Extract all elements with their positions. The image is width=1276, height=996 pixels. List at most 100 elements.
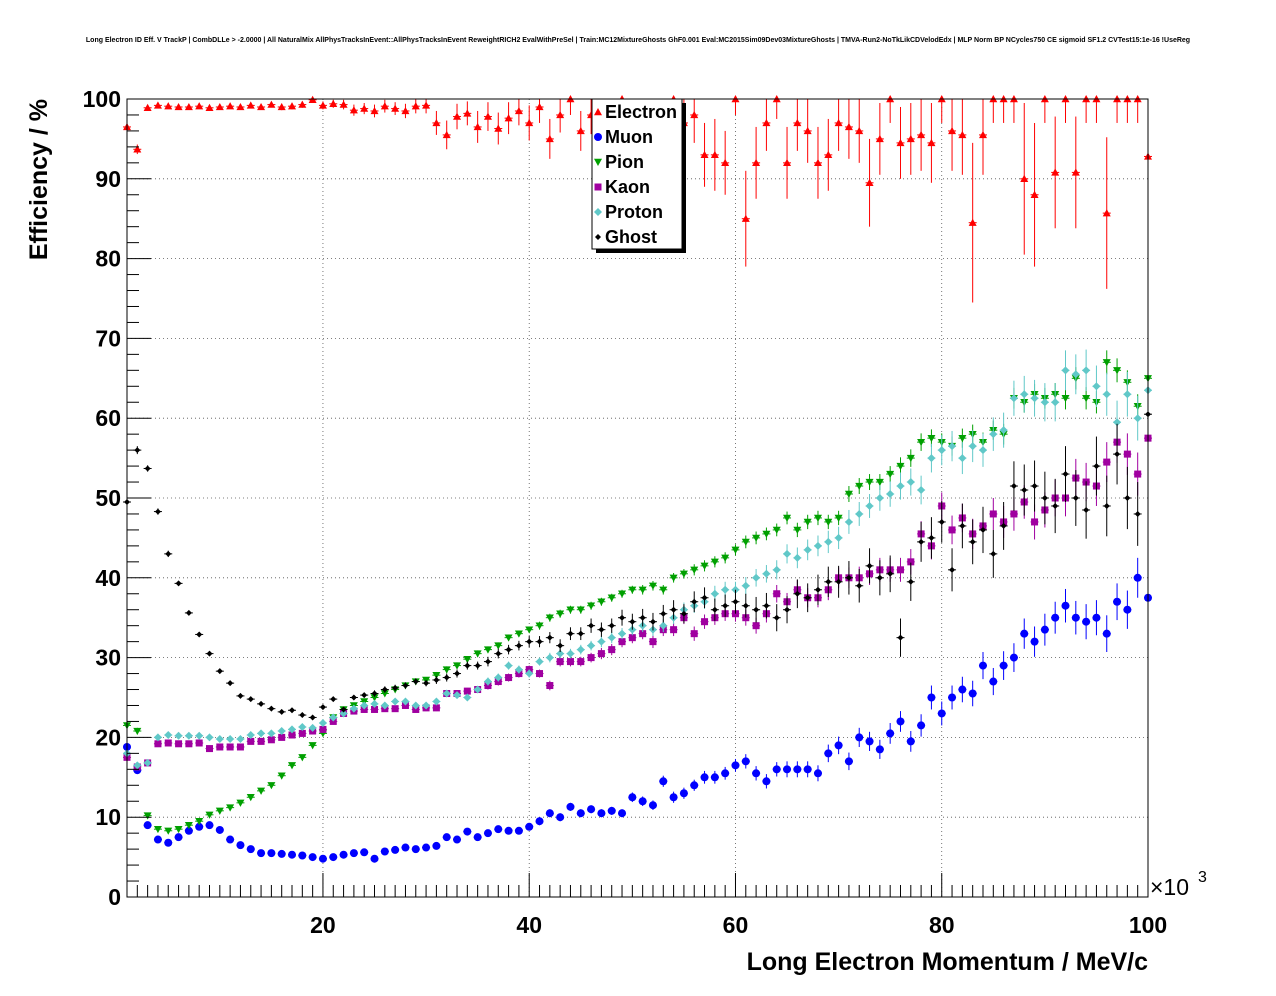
proton-point — [793, 553, 802, 562]
ghost-point — [144, 465, 151, 472]
pion-point — [308, 742, 317, 750]
ghost-point — [959, 522, 966, 529]
proton-point — [246, 731, 255, 740]
ghost-point — [1114, 451, 1121, 458]
series-ghost — [123, 381, 1152, 721]
electron-point — [813, 158, 822, 167]
pion-point — [721, 554, 730, 562]
ghost-point — [299, 712, 306, 719]
electron-point — [277, 102, 286, 111]
pion-point — [803, 518, 812, 526]
proton-point — [236, 734, 245, 743]
legend-item-kaon: Kaon — [594, 177, 650, 197]
pion-point — [1113, 367, 1122, 375]
electron-point — [958, 130, 967, 139]
kaon-point — [948, 526, 956, 534]
ghost-point — [649, 618, 656, 625]
legend-label-muon: Muon — [605, 127, 653, 147]
muon-point — [257, 849, 266, 858]
electron-point — [349, 106, 358, 114]
proton-point — [1113, 418, 1122, 427]
pion-point — [174, 825, 183, 834]
kaon-point — [752, 622, 760, 630]
electron-point — [453, 112, 462, 120]
muon-point — [442, 833, 451, 842]
ghost-point — [1031, 483, 1038, 490]
electron-point — [422, 101, 431, 109]
muon-point — [545, 809, 554, 818]
kaon-point — [216, 743, 224, 751]
x-axis-title: Long Electron Momentum / MeV/c — [747, 948, 1149, 976]
kaon-point — [989, 510, 997, 518]
legend-item-proton: Proton — [594, 202, 663, 222]
electron-point — [545, 134, 554, 143]
ghost-point — [474, 662, 481, 669]
electron-point — [1030, 190, 1039, 198]
ghost-point — [907, 578, 914, 585]
pion-point — [514, 630, 523, 638]
muon-point — [937, 709, 946, 718]
y-tick-label: 20 — [95, 724, 121, 750]
kaon-point — [226, 743, 234, 751]
kaon-point — [587, 654, 595, 662]
muon-point — [679, 789, 688, 798]
muon-point — [298, 851, 307, 860]
proton-point — [215, 734, 224, 743]
pion-point — [257, 787, 266, 795]
electron-point — [896, 138, 905, 147]
pion-point — [432, 671, 441, 680]
ghost-point — [660, 610, 667, 617]
muon-point — [401, 843, 410, 852]
x-tick-label: 60 — [723, 912, 749, 938]
muon-point — [948, 693, 957, 702]
ghost-point — [732, 598, 739, 605]
electron-point — [215, 102, 224, 111]
proton-point — [401, 697, 410, 706]
ghost-point — [577, 630, 584, 637]
ghost-point — [515, 642, 522, 649]
ghost-point — [371, 690, 378, 697]
electron-point — [1020, 174, 1029, 182]
kaon-point — [164, 739, 172, 747]
muon-point — [370, 854, 379, 863]
ghost-point — [454, 670, 461, 677]
electron-point — [298, 100, 307, 108]
ghost-point — [227, 680, 234, 687]
electron-point — [267, 100, 276, 108]
muon-point — [514, 826, 523, 835]
pion-point — [277, 772, 286, 780]
x-tick-label: 100 — [1129, 912, 1167, 938]
electron-point — [917, 130, 926, 139]
proton-point — [267, 729, 276, 738]
muon-point — [1020, 629, 1029, 638]
electron-point — [153, 101, 162, 109]
electron-point — [318, 101, 327, 109]
pion-point — [855, 482, 864, 491]
electron-point — [978, 130, 987, 139]
proton-point — [442, 689, 451, 698]
pion-point — [288, 762, 297, 770]
ghost-point — [402, 682, 409, 689]
ghost-point — [918, 538, 925, 545]
kaon-point — [1103, 458, 1111, 466]
pion-point — [886, 470, 895, 479]
pion-point — [834, 514, 843, 522]
pion-point — [844, 490, 853, 499]
electron-point — [411, 102, 420, 110]
proton-point — [174, 731, 183, 740]
muon-point — [752, 769, 761, 778]
ghost-point — [268, 705, 275, 712]
muon-point — [432, 841, 441, 850]
muon-point — [659, 777, 668, 786]
ghost-point — [185, 609, 192, 616]
proton-point — [875, 494, 884, 502]
ghost-point — [1041, 495, 1048, 501]
proton-point — [184, 731, 193, 740]
ghost-point — [814, 586, 821, 593]
ghost-point — [196, 631, 203, 638]
electron-point — [205, 103, 214, 111]
kaon-point — [566, 658, 574, 666]
kaon-point — [1010, 510, 1018, 518]
ghost-point — [897, 634, 904, 641]
proton-point — [917, 486, 926, 495]
